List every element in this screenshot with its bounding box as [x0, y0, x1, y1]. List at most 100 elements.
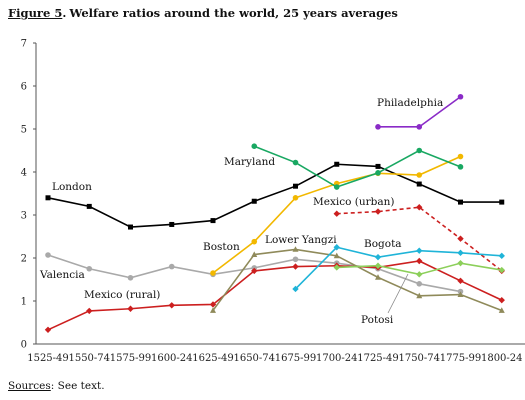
series-label-valencia: Valencia: [39, 269, 85, 281]
data-point-mexico-rural: [44, 326, 52, 334]
data-point-boston: [457, 153, 464, 160]
sources-label: Sources: [8, 380, 51, 392]
x-tick-label: 1625-49: [192, 353, 234, 364]
data-point-valencia: [45, 252, 51, 258]
data-point-maryland: [251, 143, 258, 149]
series-london: [45, 161, 505, 230]
data-point-london: [128, 224, 133, 230]
x-tick-label: 1575-99: [110, 353, 152, 364]
series-bogota: [292, 244, 505, 293]
x-tick-label: 1775-99: [440, 353, 482, 364]
series-line-bogota: [294, 246, 502, 290]
data-point-london: [86, 203, 92, 209]
data-point-potosi: [333, 264, 340, 271]
data-point-bogota: [457, 249, 464, 257]
data-point-london: [45, 195, 51, 201]
data-point-valencia: [168, 263, 175, 270]
y-tick-label: 5: [21, 125, 27, 136]
y-tick-label: 4: [21, 168, 27, 179]
data-point-maryland: [333, 184, 340, 190]
x-tick-label: 1700-24: [316, 353, 358, 364]
data-point-mexico-rural: [127, 305, 134, 312]
data-point-maryland: [292, 159, 299, 166]
data-point-mexico-rural: [292, 263, 299, 270]
data-point-mexico-urban: [457, 235, 464, 242]
series-label-london: London: [52, 181, 92, 193]
data-point-lower-yangzi: [375, 274, 381, 280]
y-tick-label: 6: [21, 82, 27, 93]
data-point-valencia: [127, 274, 134, 281]
x-tick-label: 1650-74: [233, 353, 275, 364]
data-point-london: [293, 183, 298, 189]
data-point-boston: [210, 270, 216, 276]
x-tick-label: 1675-99: [275, 353, 317, 364]
data-point-valencia: [416, 281, 423, 287]
data-point-lower-yangzi: [210, 307, 216, 313]
data-point-london: [334, 161, 340, 167]
series-line-london: [47, 163, 502, 228]
data-point-bogota: [333, 244, 340, 251]
data-point-london: [416, 181, 422, 187]
series-label-maryland: Maryland: [224, 156, 275, 168]
data-point-london: [210, 218, 216, 224]
data-point-london: [499, 199, 505, 205]
data-point-mexico-urban: [333, 210, 340, 217]
x-tick-label: 1725-49: [357, 353, 399, 364]
data-point-lower-yangzi: [498, 307, 505, 313]
figure-title-text: Welfare ratios around the world, 25 year…: [69, 6, 398, 20]
data-point-philadelphia: [416, 124, 423, 130]
data-point-mexico-rural: [209, 301, 217, 308]
x-tick-label: 1525-49: [27, 353, 69, 364]
data-point-lower-yangzi: [416, 292, 423, 299]
data-point-boston: [251, 238, 258, 245]
series-label-boston: Boston: [203, 241, 240, 253]
series-line-mexico-rural: [47, 260, 503, 331]
y-tick-label: 3: [21, 211, 27, 222]
data-point-lower-yangzi: [251, 251, 258, 257]
potosi-leader-line: [387, 273, 409, 314]
series-maryland: [251, 143, 464, 190]
data-point-mexico-urban: [416, 204, 423, 211]
series-label-mexico-rural: Mexico (rural): [84, 289, 160, 301]
series-label-bogota: Bogota: [364, 238, 402, 250]
data-point-mexico-rural: [416, 257, 423, 265]
sources-colon: :: [50, 380, 58, 392]
x-tick-label: 1800-24: [481, 353, 523, 364]
series-line-maryland: [253, 145, 461, 188]
series-label-philadelphia: Philadelphia: [377, 97, 443, 109]
series-philadelphia: [375, 93, 464, 130]
data-point-maryland: [375, 170, 381, 176]
x-tick-label: 1600-24: [151, 353, 193, 364]
x-tick-label: 1750-74: [398, 353, 440, 364]
data-point-mexico-rural: [498, 296, 505, 304]
figure-title: Figure 5. Welfare ratios around the world…: [8, 6, 398, 20]
data-point-boston: [292, 195, 299, 201]
data-point-mexico-rural: [168, 302, 175, 309]
data-point-maryland: [416, 147, 423, 154]
series-potosi: [333, 259, 505, 278]
data-point-mexico-rural: [86, 307, 93, 315]
data-point-london: [169, 221, 175, 227]
y-tick-label: 0: [21, 340, 27, 351]
data-point-bogota: [416, 247, 423, 254]
data-point-potosi: [457, 259, 464, 267]
x-tick-label: 1550-74: [68, 353, 110, 364]
series-label-mexico-urban: Mexico (urban): [313, 196, 395, 208]
series-label-lower-yangzi: Lower Yangzi: [265, 234, 337, 246]
data-point-philadelphia: [457, 93, 464, 100]
data-point-bogota: [498, 252, 505, 260]
y-tick-label: 1: [21, 297, 27, 308]
y-tick-label: 7: [21, 39, 27, 50]
sources-text: See text.: [57, 380, 105, 392]
data-point-bogota: [292, 285, 299, 293]
data-point-mexico-urban: [374, 208, 382, 215]
data-point-potosi: [498, 266, 505, 274]
data-point-philadelphia: [375, 124, 381, 130]
y-tick-label: 2: [21, 254, 27, 265]
series-mexico-urban: [333, 204, 505, 275]
data-point-potosi: [374, 262, 382, 269]
data-point-maryland: [457, 164, 464, 170]
data-point-potosi: [416, 271, 423, 278]
sources-note: Sources: See text.: [8, 380, 105, 392]
